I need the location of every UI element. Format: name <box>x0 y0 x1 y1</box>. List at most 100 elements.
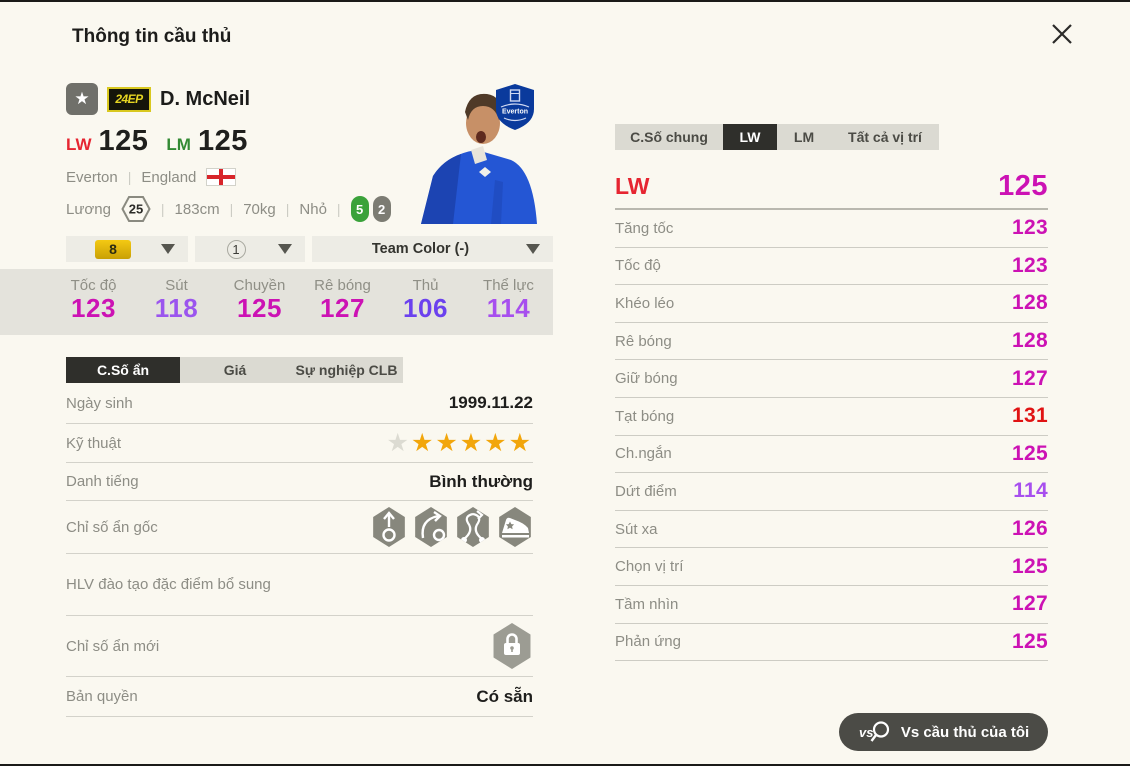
compare-with-my-player-button[interactable]: vs Vs cầu thủ của tôi <box>839 713 1048 751</box>
divider: | <box>336 201 341 217</box>
coach-training-label: HLV đào tạo đặc điểm bổ sung <box>66 576 271 593</box>
player-weight: 70kg <box>243 200 276 218</box>
skill-label: Kỹ thuật <box>66 434 122 452</box>
position-label-lm: LM <box>166 135 191 154</box>
stat-value: 128 <box>1012 329 1048 353</box>
favorite-star-button[interactable]: ★ <box>66 83 98 115</box>
team-color-dropdown[interactable]: Team Color (-) <box>312 236 553 262</box>
birthdate-value: 1999.11.22 <box>448 393 533 412</box>
page-title: Thông tin cầu thủ <box>72 26 232 47</box>
stat-label: Tăng tốc <box>615 219 674 237</box>
divider: | <box>229 201 234 217</box>
skill-stars: ★★★★★★ <box>386 428 533 457</box>
trait-curve-shot-icon[interactable] <box>415 507 447 547</box>
stat-value: 123 <box>1012 253 1048 277</box>
stat-value: 123 <box>71 293 116 323</box>
summary-stat: Sút 118 <box>135 269 218 335</box>
divider: | <box>160 201 165 217</box>
stat-value: 127 <box>320 293 365 323</box>
level-dropdown[interactable]: 8 <box>66 236 188 262</box>
tab-all-positions[interactable]: Tất cả vị trí <box>831 124 939 150</box>
left-foot-rating-icon: 5 <box>350 196 369 222</box>
england-flag-icon <box>206 168 237 186</box>
gray-star-icon: ★ <box>386 428 411 457</box>
table-row: Kỹ thuật ★★★★★★ <box>66 424 533 463</box>
everton-crest-icon: Everton <box>492 83 538 136</box>
stat-label: Dứt điểm <box>615 482 677 500</box>
tab-price[interactable]: Giá <box>180 357 290 383</box>
star-icon: ★ <box>74 89 90 108</box>
nation-name: England <box>141 168 197 186</box>
stat-label: Tạt bóng <box>615 407 675 425</box>
salary-label: Lương <box>66 200 111 218</box>
count-badge: 1 <box>226 239 246 259</box>
stat-value: 125 <box>1012 629 1048 653</box>
level-badge: 8 <box>95 239 131 259</box>
position-header-label: LW <box>615 172 650 199</box>
tab-lw[interactable]: LW <box>723 124 777 150</box>
foot-ratings: 5 2 <box>350 196 391 222</box>
summary-stat: Tốc độ 123 <box>52 269 135 335</box>
stat-row: Tầm nhìn 127 <box>615 586 1048 624</box>
stat-label: Chuyền <box>233 277 286 294</box>
position-label-lw: LW <box>66 135 92 154</box>
stat-label: Tốc độ <box>615 257 661 275</box>
stat-row: Ch.ngắn 125 <box>615 436 1048 474</box>
table-row: Bản quyền Có sẵn <box>66 677 533 717</box>
trait-star-boot-icon[interactable] <box>499 507 531 547</box>
stat-row: Chọn vị trí 125 <box>615 548 1048 586</box>
svg-text:Everton: Everton <box>502 109 528 116</box>
count-dropdown[interactable]: 1 <box>195 236 305 262</box>
stat-row: Sút xa 126 <box>615 511 1048 549</box>
birthdate-label: Ngày sinh <box>66 394 133 412</box>
tab-general-stats[interactable]: C.Số chung <box>615 124 723 150</box>
body-type: Nhỏ <box>299 200 327 218</box>
tab-lm[interactable]: LM <box>777 124 831 150</box>
svg-text:25: 25 <box>129 202 143 217</box>
position-stats-panel: C.Số chung LW LM Tất cả vị trí LW 125 Tă… <box>615 124 1048 662</box>
hidden-new-label: Chỉ số ẩn mới <box>66 637 160 655</box>
summary-stat: Chuyền 125 <box>218 269 301 335</box>
stat-label: Khéo léo <box>615 294 675 312</box>
tab-hidden-stats[interactable]: C.Số ẩn <box>66 357 180 383</box>
summary-stat: Rê bóng 127 <box>301 269 384 335</box>
table-row: HLV đào tạo đặc điểm bổ sung <box>66 554 533 616</box>
divider: | <box>285 201 290 217</box>
summary-stat: Thủ 106 <box>384 269 467 335</box>
fame-value: Bình thường <box>429 471 533 491</box>
stat-label: Thể lực <box>483 277 534 294</box>
close-icon[interactable] <box>1042 14 1082 54</box>
vs-search-icon: vs <box>859 721 889 742</box>
player-name: D. McNeil <box>160 87 251 110</box>
stat-value: 125 <box>1012 441 1048 465</box>
stat-label: Tầm nhìn <box>615 595 679 613</box>
stat-value: 114 <box>486 293 531 323</box>
trait-dribble-icon[interactable] <box>457 507 489 547</box>
license-value: Có sẵn <box>476 686 533 706</box>
divider: | <box>127 169 132 185</box>
stat-row: Rê bóng 128 <box>615 323 1048 361</box>
license-label: Bản quyền <box>66 688 138 705</box>
chevron-down-icon <box>278 244 292 254</box>
trait-power-header-icon[interactable] <box>373 507 405 547</box>
stat-value: 125 <box>1012 554 1048 578</box>
svg-text:vs: vs <box>859 725 873 740</box>
stat-label: Thủ <box>412 277 439 294</box>
gold-stars-icon: ★★★★★ <box>410 428 533 457</box>
table-row: Danh tiếng Bình thường <box>66 463 533 501</box>
right-foot-rating-icon: 2 <box>372 196 391 222</box>
salary-hexagon-icon: 25 <box>121 196 151 222</box>
stat-label: Rê bóng <box>615 332 672 350</box>
position-rating-lw: 125 <box>98 125 149 157</box>
stat-label: Sút xa <box>615 520 658 538</box>
tab-club-career[interactable]: Sự nghiệp CLB <box>290 357 403 383</box>
table-row: Chỉ số ẩn gốc <box>66 501 533 554</box>
position-header: LW 125 <box>615 164 1048 210</box>
hidden-orig-label: Chỉ số ẩn gốc <box>66 518 158 536</box>
position-header-value: 125 <box>998 169 1048 202</box>
position-tabs: C.Số chung LW LM Tất cả vị trí <box>615 124 1048 150</box>
lock-icon <box>493 623 531 669</box>
fame-label: Danh tiếng <box>66 473 139 490</box>
table-row: Ngày sinh 1999.11.22 <box>66 383 533 424</box>
